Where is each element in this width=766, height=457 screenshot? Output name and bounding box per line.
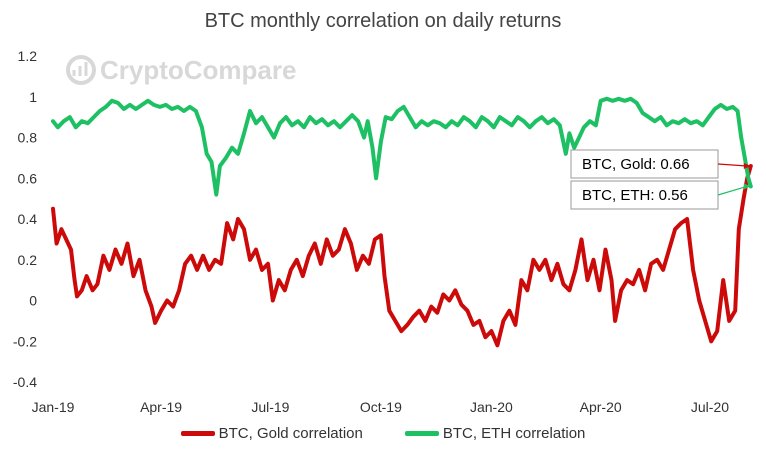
watermark-bars-icon bbox=[72, 62, 88, 76]
x-tick-label: Jan-20 bbox=[470, 399, 513, 415]
callout-arrowhead-gold bbox=[743, 163, 751, 170]
legend: BTC, Gold correlation BTC, ETH correlati… bbox=[0, 425, 766, 442]
legend-item-gold: BTC, Gold correlation bbox=[180, 425, 363, 442]
callout-arrow-eth bbox=[717, 185, 747, 196]
legend-label-gold: BTC, Gold correlation bbox=[218, 425, 363, 442]
y-tick-label: 0.2 bbox=[18, 252, 38, 268]
legend-item-eth: BTC, ETH correlation bbox=[404, 425, 586, 442]
y-tick-label: 1 bbox=[29, 89, 37, 105]
y-tick-label: -0.2 bbox=[13, 333, 37, 349]
legend-swatch-gold bbox=[180, 431, 215, 436]
y-tick-label: 0.4 bbox=[18, 211, 38, 227]
x-tick-label: Apr-19 bbox=[140, 399, 182, 415]
x-tick-label: Jan-19 bbox=[32, 399, 75, 415]
callout-label-eth: BTC, ETH: 0.56 bbox=[582, 187, 688, 204]
callout-arrow-gold bbox=[717, 163, 747, 167]
y-tick-label: 1.2 bbox=[18, 48, 38, 64]
series-line-gold bbox=[51, 164, 753, 348]
callout-box-gold bbox=[570, 149, 719, 179]
legend-label-eth: BTC, ETH correlation bbox=[442, 425, 586, 442]
x-tick-label: Jul-20 bbox=[691, 399, 729, 415]
x-tick-label: Oct-19 bbox=[360, 399, 402, 415]
x-tick-label: Jul-19 bbox=[251, 399, 289, 415]
y-tick-label: 0.8 bbox=[18, 130, 38, 146]
callout-label-gold: BTC, Gold: 0.66 bbox=[582, 156, 690, 173]
legend-swatch-eth bbox=[404, 431, 439, 436]
y-tick-label: 0.6 bbox=[18, 170, 38, 186]
series-line-eth bbox=[51, 96, 753, 197]
x-tick-label: Apr-20 bbox=[580, 399, 622, 415]
chart-svg: CryptoCompare -0.4 -0.2 0 0.2 0.4 0.6 0.8 1 1.2 Ja… bbox=[13, 48, 753, 415]
callout-arrowhead-eth bbox=[743, 183, 751, 190]
y-tick-label: 0 bbox=[29, 293, 37, 309]
callout-box-eth bbox=[570, 180, 719, 210]
watermark-text: CryptoCompare bbox=[100, 55, 296, 85]
chart-title: BTC monthly correlation on daily returns bbox=[204, 10, 562, 32]
watermark-logo-icon bbox=[66, 55, 96, 85]
y-tick-label: -0.4 bbox=[13, 374, 37, 390]
